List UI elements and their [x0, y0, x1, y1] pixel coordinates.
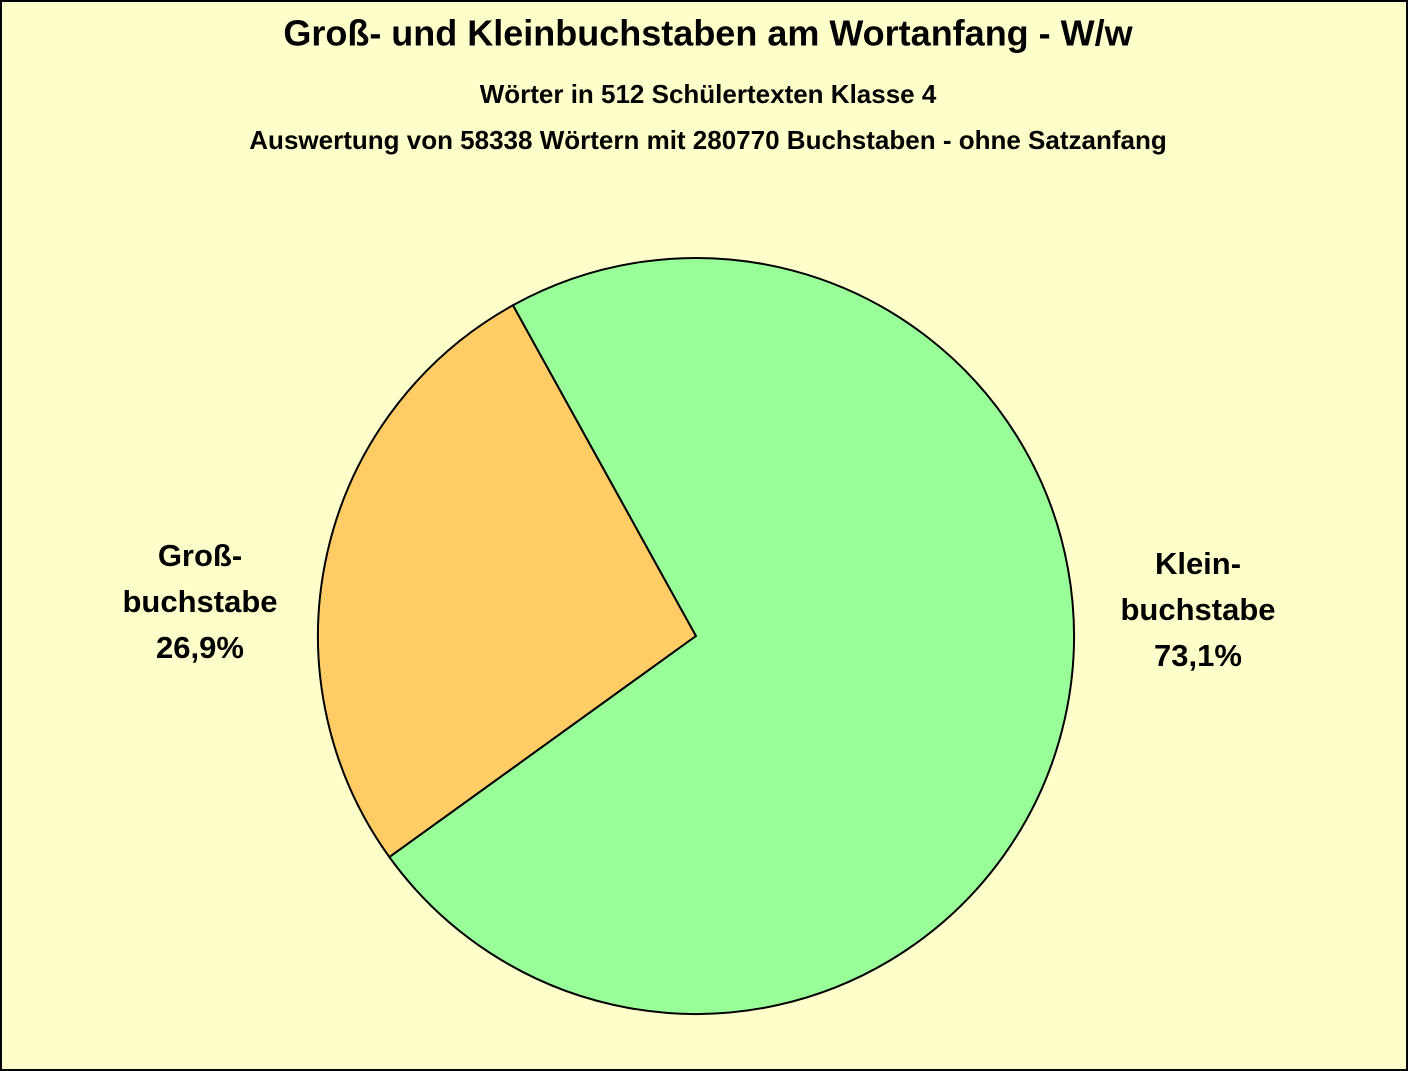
pie-slice: [388, 257, 1075, 1015]
value-label: 73,1%: [1154, 638, 1242, 673]
slice-label: Groß-: [158, 538, 242, 573]
slice-label: buchstabe: [1120, 592, 1275, 627]
chart-subtitle: Wörter in 512 Schülertexten Klasse 4: [480, 79, 937, 109]
pie-slice: [317, 303, 698, 859]
slice-label: Klein-: [1155, 546, 1241, 581]
value-label: 26,9%: [156, 630, 244, 665]
chart-subtitle: Auswertung von 58338 Wörtern mit 280770 …: [249, 125, 1166, 155]
chart-title: Groß- und Kleinbuchstaben am Wortanfang …: [283, 13, 1133, 54]
slice-label: buchstabe: [122, 584, 277, 619]
